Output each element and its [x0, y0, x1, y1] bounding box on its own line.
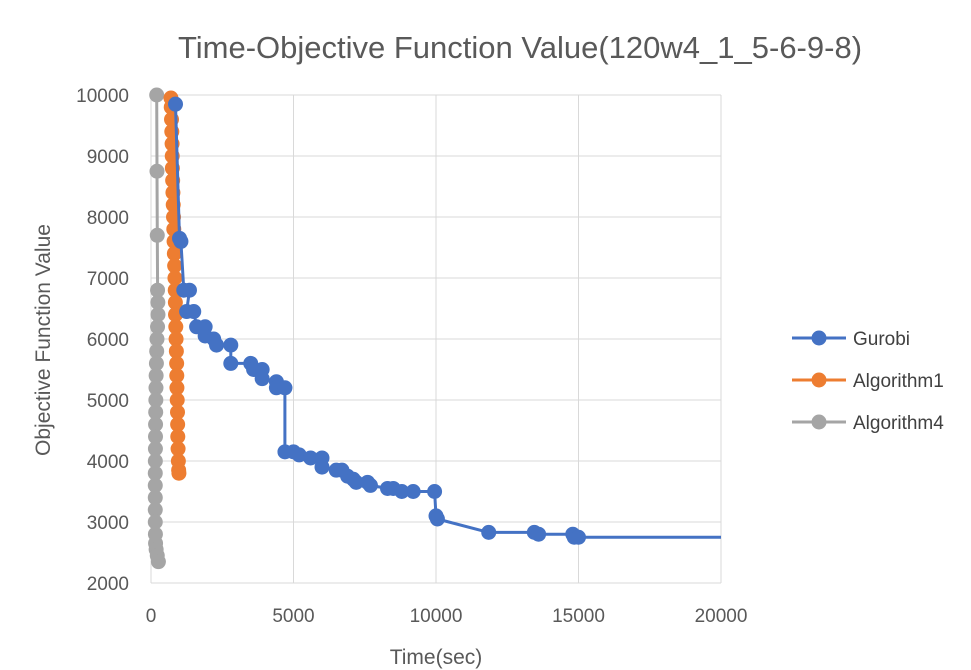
data-point-algorithm4	[148, 392, 164, 408]
data-point-algorithm4	[147, 453, 163, 469]
data-point-algorithm1	[169, 368, 185, 384]
gridlines	[150, 94, 722, 584]
legend-label-algorithm4: Algorithm4	[853, 413, 944, 434]
series-algorithm4	[147, 87, 166, 570]
data-point-algorithm1	[166, 246, 182, 262]
legend-marker-gurobi	[811, 330, 827, 346]
data-point-algorithm4	[150, 282, 166, 298]
data-point-algorithm4	[150, 319, 166, 335]
data-point-gurobi	[254, 371, 270, 387]
data-point-algorithm4	[147, 477, 163, 493]
data-point-algorithm1	[170, 429, 186, 445]
data-point-gurobi	[427, 484, 443, 499]
x-axis-label: Time(sec)	[390, 646, 483, 669]
data-point-algorithm4	[148, 429, 164, 445]
y-tick-label: 9000	[87, 147, 129, 168]
data-point-gurobi	[348, 474, 364, 490]
data-point-algorithm4	[148, 416, 164, 432]
data-point-algorithm4	[150, 294, 166, 310]
y-tick-label: 3000	[87, 513, 129, 534]
data-point-algorithm1	[170, 441, 186, 457]
legend-item-algorithm4[interactable]: Algorithm4	[792, 413, 944, 434]
data-point-gurobi	[181, 282, 197, 298]
x-tick-label: 15000	[552, 606, 605, 627]
data-point-algorithm4	[147, 502, 163, 518]
data-point-algorithm1	[170, 404, 186, 420]
data-point-algorithm4	[148, 380, 164, 396]
data-point-algorithm4	[150, 554, 166, 570]
data-point-algorithm1	[169, 355, 185, 371]
y-tick-label: 2000	[87, 574, 129, 595]
data-point-algorithm4	[148, 355, 164, 371]
data-point-gurobi	[209, 337, 225, 353]
legend-label-algorithm1: Algorithm1	[853, 371, 944, 392]
y-tick-label: 4000	[87, 452, 129, 473]
data-point-algorithm4	[147, 514, 163, 530]
data-point-gurobi	[173, 233, 189, 249]
data-point-gurobi	[394, 484, 410, 499]
legend-item-algorithm1[interactable]: Algorithm1	[792, 371, 944, 392]
y-axis-label: Objective Function Value	[32, 224, 55, 456]
data-point-gurobi	[571, 529, 586, 545]
data-point-algorithm1	[167, 270, 183, 286]
data-point-gurobi	[362, 477, 378, 493]
data-point-algorithm4	[147, 441, 163, 457]
data-point-algorithm1	[168, 331, 184, 347]
data-point-gurobi	[405, 484, 421, 499]
data-point-gurobi	[186, 304, 202, 320]
data-point-gurobi	[303, 450, 319, 466]
series-layer	[147, 87, 721, 570]
legend[interactable]: Gurobi Algorithm1 Algorithm4	[792, 329, 944, 434]
data-point-gurobi	[429, 511, 445, 527]
legend-label-gurobi: Gurobi	[853, 329, 910, 350]
data-point-algorithm1	[169, 380, 185, 396]
data-point-algorithm4	[148, 368, 164, 384]
data-point-algorithm1	[169, 392, 185, 408]
data-point-gurobi	[481, 524, 497, 540]
data-point-algorithm4	[150, 307, 166, 323]
x-tick-label: 10000	[410, 606, 463, 627]
y-tick-label: 7000	[87, 269, 129, 290]
data-point-algorithm4	[147, 490, 163, 506]
data-point-algorithm1	[168, 343, 184, 359]
y-tick-label: 6000	[87, 330, 129, 351]
y-tick-label: 8000	[87, 208, 129, 229]
chart-title: Time-Objective Function Value(120w4_1_5-…	[178, 30, 862, 65]
data-point-algorithm4	[149, 163, 165, 179]
data-point-algorithm4	[149, 87, 165, 103]
legend-marker-algorithm4	[811, 414, 827, 430]
x-tick-label: 20000	[695, 606, 748, 627]
x-tick-label: 0	[146, 606, 157, 627]
data-point-algorithm4	[149, 227, 165, 243]
x-tick-label: 5000	[272, 606, 314, 627]
data-point-gurobi	[314, 459, 330, 475]
data-point-gurobi	[277, 380, 293, 396]
data-point-algorithm1	[171, 465, 187, 481]
data-point-gurobi	[531, 526, 547, 542]
series-line-gurobi	[174, 104, 721, 539]
data-point-algorithm4	[149, 343, 165, 359]
data-point-algorithm4	[148, 404, 164, 420]
series-gurobi	[168, 96, 721, 545]
legend-item-gurobi[interactable]: Gurobi	[792, 329, 910, 350]
data-point-algorithm1	[167, 258, 183, 274]
data-point-gurobi	[291, 447, 307, 463]
legend-marker-algorithm1	[811, 372, 827, 388]
data-point-algorithm4	[149, 331, 165, 347]
data-point-gurobi	[223, 337, 239, 353]
data-point-algorithm1	[168, 319, 184, 335]
y-axis-ticks: 2000 3000 4000 5000 6000 7000 8000 9000 10000	[76, 86, 129, 595]
data-point-algorithm1	[167, 294, 183, 310]
y-tick-label: 5000	[87, 391, 129, 412]
data-point-gurobi	[168, 96, 184, 112]
x-axis-ticks: 0 5000 10000 15000 20000	[146, 606, 748, 627]
data-point-gurobi	[223, 355, 239, 371]
data-point-algorithm1	[170, 416, 186, 432]
y-tick-label: 10000	[76, 86, 129, 107]
data-point-algorithm4	[147, 465, 163, 481]
